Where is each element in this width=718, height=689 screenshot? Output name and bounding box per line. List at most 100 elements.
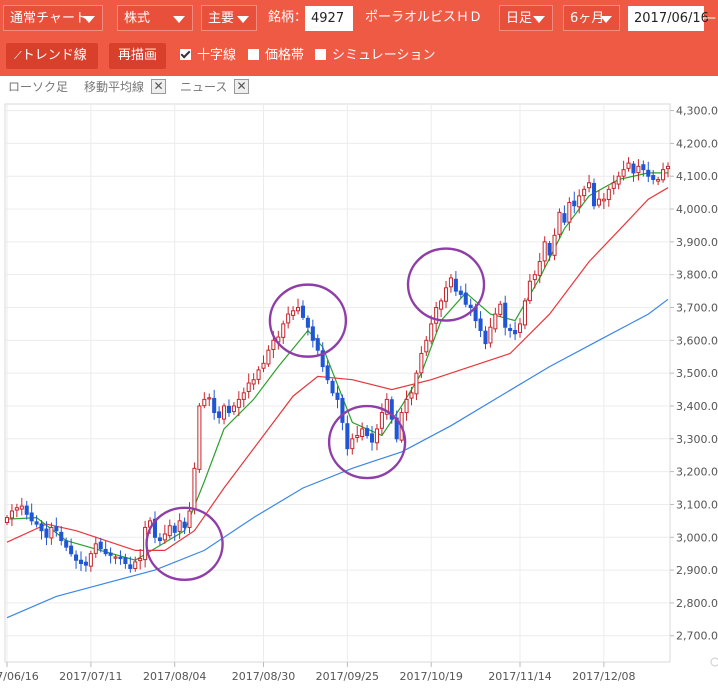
drawing-toolbar: ⟋トレンド線 再描画 十字線 価格帯 シミュレーション xyxy=(0,38,718,76)
candle-body xyxy=(665,165,671,170)
top-toolbar: 通常チャート 株式 主要 銘柄： 4927 ポーラオルビスＨＤ 日足 6ヶ月 2… xyxy=(0,0,718,38)
candle-body xyxy=(123,557,128,565)
y-tick-label: 2,900.0 xyxy=(676,564,718,577)
candle-body xyxy=(463,292,468,305)
candle-body xyxy=(532,274,537,281)
candle-body xyxy=(74,554,79,561)
x-tick-label: 2017/08/04 xyxy=(143,670,206,683)
price-band-checkbox[interactable]: 価格帯 xyxy=(248,48,304,64)
news-indicator[interactable]: ニュース xyxy=(180,80,228,94)
candle-body xyxy=(591,182,597,207)
candle-body xyxy=(522,300,527,326)
candle-body xyxy=(34,521,39,525)
ticker-input[interactable]: 4927 xyxy=(305,6,353,31)
candle-body xyxy=(360,428,365,438)
candle-body xyxy=(49,526,54,539)
candle-body xyxy=(370,433,375,443)
candle-body xyxy=(631,163,636,174)
candle-body xyxy=(572,200,577,207)
chart-grid xyxy=(4,103,671,663)
period-select[interactable]: 6ヶ月 xyxy=(563,5,620,31)
candle-body xyxy=(315,338,320,351)
candle-body xyxy=(513,329,518,335)
category-select[interactable]: 主要 xyxy=(201,5,257,31)
candle-body xyxy=(182,521,187,528)
candle-body xyxy=(498,303,503,315)
candle-body xyxy=(439,300,444,310)
candle-body xyxy=(226,405,232,414)
ticker-label: 銘柄： xyxy=(268,10,308,25)
candle-body xyxy=(212,397,217,414)
candle-body xyxy=(661,169,666,181)
checkbox-checked-icon xyxy=(180,49,191,60)
candle-body xyxy=(152,518,158,538)
candle-body xyxy=(636,165,641,174)
y-tick-label: 3,300.0 xyxy=(676,433,718,446)
interval-label: 日足 xyxy=(506,11,533,26)
candle-body xyxy=(197,405,202,470)
candle-body xyxy=(488,326,493,344)
candle-body xyxy=(300,305,305,318)
date-input[interactable]: 2017/06/16 xyxy=(628,6,709,31)
candle-body xyxy=(172,525,177,533)
annotation-circles xyxy=(145,247,486,582)
annotation-circle xyxy=(327,404,407,480)
candle-body xyxy=(83,561,88,566)
candle-body xyxy=(527,280,532,302)
y-tick-label: 3,800.0 xyxy=(676,269,718,282)
candle-body xyxy=(611,182,616,189)
candle-body xyxy=(345,423,350,450)
candle-body xyxy=(547,243,552,256)
y-tick-label: 3,000.0 xyxy=(676,531,718,544)
candle-body xyxy=(389,399,394,420)
candle-body xyxy=(93,543,98,554)
candle-body xyxy=(9,510,14,519)
candle-body xyxy=(98,541,103,550)
candle-body xyxy=(374,428,379,444)
close-icon[interactable]: ✕ xyxy=(234,79,249,94)
candle-body xyxy=(266,349,271,365)
candle-body xyxy=(14,507,19,511)
chevron-down-icon xyxy=(83,16,95,23)
chevron-down-icon xyxy=(600,16,612,23)
candle-indicator[interactable]: ローソク足 xyxy=(8,80,69,94)
price-chart[interactable]: 2,700.0 2,800.0 2,900.0 3,000.0 3,100.0 3,200… xyxy=(0,98,718,689)
candle-body xyxy=(577,195,582,208)
candle-body xyxy=(192,467,197,511)
y-tick-label: 3,600.0 xyxy=(676,334,718,347)
candle-body xyxy=(646,169,651,177)
interval-select[interactable]: 日足 xyxy=(499,5,553,31)
category-label: 主要 xyxy=(208,11,235,26)
candle-body xyxy=(557,211,562,235)
crosshair-checkbox[interactable]: 十字線 xyxy=(180,48,236,64)
candle-body xyxy=(246,382,251,393)
candle-body xyxy=(567,201,572,223)
market-select[interactable]: 株式 xyxy=(117,5,193,31)
candle-body xyxy=(458,290,463,295)
candle-body xyxy=(562,213,567,223)
candle-body xyxy=(656,178,661,182)
market-label: 株式 xyxy=(124,11,151,26)
candle-body xyxy=(404,398,409,414)
candle-body xyxy=(310,326,315,341)
checkbox-empty-icon xyxy=(315,49,326,60)
plot-frame xyxy=(4,103,671,663)
candle-body xyxy=(29,512,34,522)
candle-body xyxy=(118,556,123,560)
simulation-checkbox[interactable]: シミュレーション xyxy=(315,48,435,64)
moving-average-line xyxy=(6,298,669,619)
indicator-row: ローソク足 移動平均線 ✕ ニュース ✕ xyxy=(0,76,718,98)
candle-body xyxy=(641,164,646,171)
trend-line-button[interactable]: ⟋トレンド線 xyxy=(6,43,98,69)
moving-average-indicator[interactable]: 移動平均線 xyxy=(84,80,145,94)
candle-body xyxy=(626,162,631,169)
candle-body xyxy=(241,392,246,400)
candle-body xyxy=(236,398,241,408)
chart-type-select[interactable]: 通常チャート xyxy=(3,5,103,31)
candle-body xyxy=(434,307,439,324)
candle-body xyxy=(651,175,656,180)
candle-body xyxy=(217,411,222,418)
redraw-button[interactable]: 再描画 xyxy=(109,43,166,69)
close-icon[interactable]: ✕ xyxy=(151,79,166,94)
candle-body xyxy=(39,523,44,532)
